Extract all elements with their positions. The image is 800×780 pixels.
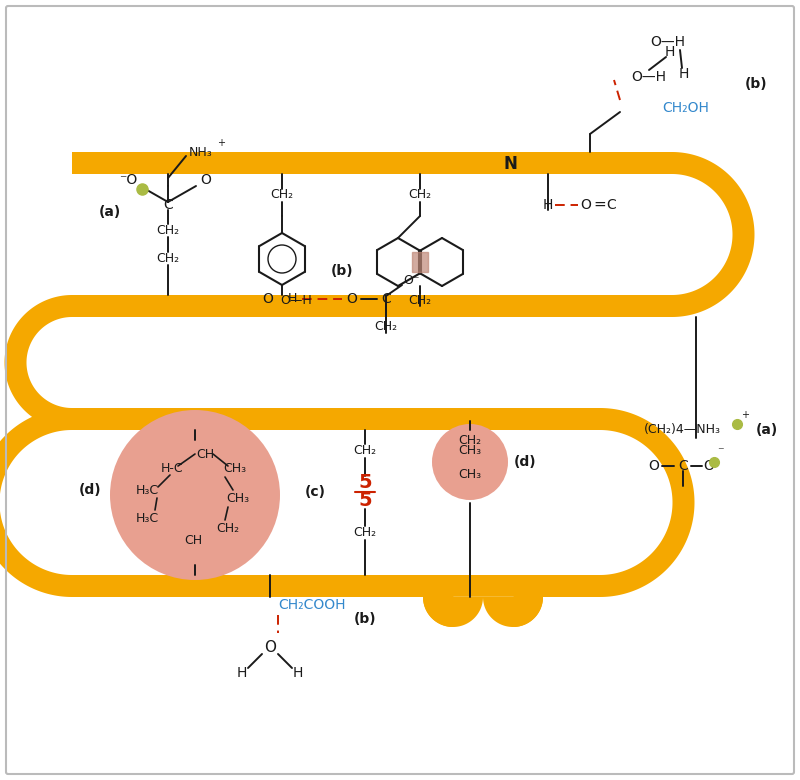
Text: (b): (b) <box>745 77 767 91</box>
Text: H-C: H-C <box>161 463 183 476</box>
Circle shape <box>432 424 508 500</box>
Text: 5: 5 <box>358 473 372 492</box>
Text: O: O <box>703 459 714 473</box>
Text: (a): (a) <box>99 205 121 219</box>
Text: CH: CH <box>184 534 202 547</box>
Text: O: O <box>649 459 659 473</box>
Text: +: + <box>741 410 749 420</box>
Text: +: + <box>217 138 225 148</box>
Polygon shape <box>672 152 754 317</box>
Text: H₃C: H₃C <box>135 512 158 524</box>
Circle shape <box>110 410 280 580</box>
Text: CH: CH <box>196 448 214 460</box>
Polygon shape <box>0 408 72 597</box>
Text: CH₂: CH₂ <box>409 293 431 307</box>
Text: C: C <box>381 292 391 306</box>
Text: H: H <box>237 666 247 680</box>
Polygon shape <box>600 408 694 597</box>
Text: H: H <box>665 45 675 59</box>
Polygon shape <box>423 597 483 627</box>
Text: 5: 5 <box>358 491 372 510</box>
Text: CH₃: CH₃ <box>458 444 482 456</box>
Polygon shape <box>423 597 483 627</box>
Text: CH₃: CH₃ <box>223 463 246 476</box>
Text: ⁻: ⁻ <box>717 445 724 458</box>
Text: O—H: O—H <box>650 35 686 49</box>
Text: (b): (b) <box>330 264 354 278</box>
Text: (d): (d) <box>78 483 102 497</box>
Polygon shape <box>453 597 513 627</box>
Text: O: O <box>581 198 591 212</box>
Text: O—H: O—H <box>631 70 666 84</box>
Text: CH₂COOH: CH₂COOH <box>278 598 346 612</box>
Text: (d): (d) <box>514 455 536 469</box>
Text: CH₂OH: CH₂OH <box>662 101 709 115</box>
Text: NH₃: NH₃ <box>189 147 213 159</box>
Polygon shape <box>483 597 543 627</box>
Text: CH₃: CH₃ <box>458 467 482 480</box>
Text: (b): (b) <box>354 612 376 626</box>
Text: CH₂: CH₂ <box>409 189 431 201</box>
Text: H₃C: H₃C <box>135 484 158 498</box>
Text: O: O <box>262 292 274 306</box>
Text: (c): (c) <box>305 485 326 499</box>
Text: CH₂: CH₂ <box>374 320 398 332</box>
Polygon shape <box>5 295 72 430</box>
Text: CH₂: CH₂ <box>354 445 377 458</box>
Text: O: O <box>264 640 276 654</box>
Text: CH₃: CH₃ <box>226 491 250 505</box>
Text: CH₂: CH₂ <box>157 224 179 236</box>
Polygon shape <box>72 408 600 430</box>
Polygon shape <box>72 152 672 174</box>
Text: O: O <box>346 292 358 306</box>
Polygon shape <box>72 295 672 317</box>
Text: H: H <box>287 292 297 306</box>
Polygon shape <box>72 575 600 597</box>
Text: (CH₂)4—NH₃: (CH₂)4—NH₃ <box>644 424 721 437</box>
Text: C: C <box>678 459 688 473</box>
Text: (a): (a) <box>756 423 778 437</box>
Text: O—H: O—H <box>280 293 312 307</box>
Text: C: C <box>606 198 616 212</box>
Text: CH₂: CH₂ <box>217 522 239 534</box>
Text: H: H <box>543 198 553 212</box>
Text: N: N <box>503 155 517 173</box>
Polygon shape <box>453 597 513 627</box>
Text: O: O <box>201 173 211 187</box>
Text: H: H <box>679 67 689 81</box>
Text: CH₂: CH₂ <box>157 251 179 264</box>
Text: H: H <box>293 666 303 680</box>
Text: =: = <box>594 197 606 211</box>
Polygon shape <box>483 597 543 627</box>
Text: ⁻O: ⁻O <box>119 173 137 187</box>
Text: CH₂: CH₂ <box>270 189 294 201</box>
Text: CH₂: CH₂ <box>458 434 482 446</box>
Text: CH₂: CH₂ <box>354 526 377 540</box>
Polygon shape <box>412 252 428 272</box>
Text: O⁻: O⁻ <box>402 274 419 286</box>
Text: C: C <box>163 198 173 212</box>
